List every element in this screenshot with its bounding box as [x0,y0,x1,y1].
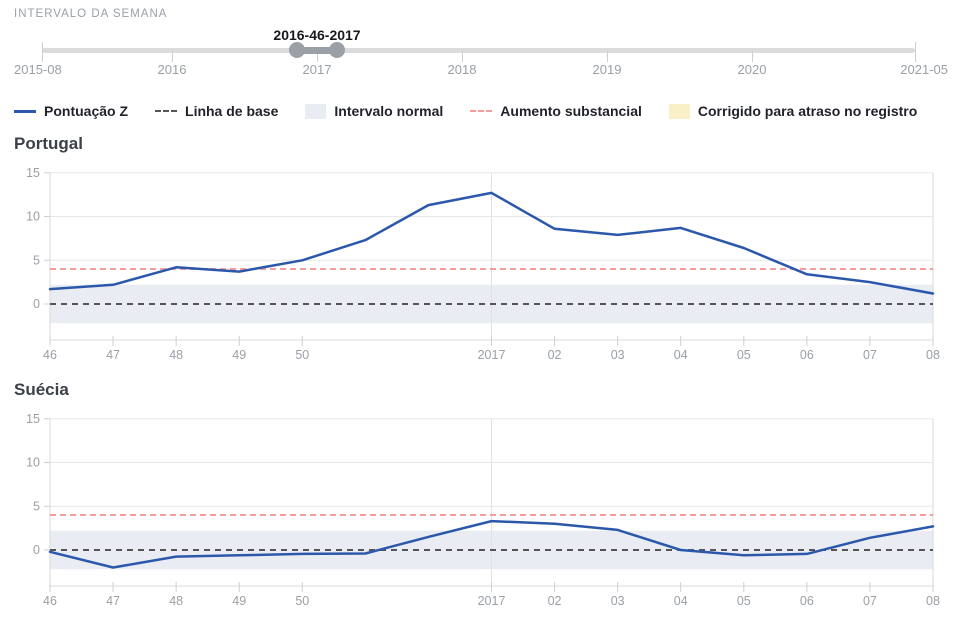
legend-label: Linha de base [185,103,279,119]
legend-label: Pontuação Z [44,103,129,119]
legend-item[interactable]: Linha de base [155,103,278,119]
z-score-line [48,191,935,295]
x-tick-label: 2017 [478,594,506,608]
slider-tick [42,42,43,62]
y-tick-label: 0 [33,297,40,311]
x-tick-label: 05 [737,348,751,362]
x-tick-label: 03 [611,348,625,362]
week-interval-title: INTERVALO DA SEMANA [14,8,168,20]
x-tick-label: 48 [169,594,183,608]
legend-item[interactable]: Corrigido para atraso no registro [668,103,918,119]
slider-axis-label: 2019 [592,62,622,77]
slider-axis-label: 2016 [157,62,187,77]
x-tick-label: 02 [548,594,562,608]
slider-axis-label: 2021-05 [900,62,948,77]
x-tick-label: 47 [106,594,120,608]
slider-track[interactable] [42,48,915,53]
legend-swatch-icon [668,103,690,119]
selected-range-label: 2016-46-2017 [273,27,361,43]
x-tick-label: 47 [106,348,120,362]
legend-solid-line-icon [14,109,36,113]
x-tick-label: 48 [169,348,183,362]
slider-tick [915,42,916,62]
x-tick-label: 46 [43,348,57,362]
x-tick-label: 08 [926,348,940,362]
chart-legend: Pontuação Z Linha de base Intervalo normal… [14,103,917,119]
y-tick-label: 15 [26,166,40,180]
slider-handle-end[interactable] [329,42,345,58]
x-tick-label: 49 [232,594,246,608]
slider-tick [462,51,463,62]
slider-axis-label: 2015-08 [14,62,62,77]
slider-tick [607,51,608,62]
x-tick-label: 02 [548,348,562,362]
x-tick-label: 50 [295,594,309,608]
x-tick-label: 07 [863,594,877,608]
slider-tick [172,51,173,62]
slider-axis-labels: 2015-08 2016 2017 2018 2019 2020 2021-05 [0,62,966,80]
y-tick-label: 5 [33,499,40,513]
legend-swatch-icon [305,103,327,119]
legend-item[interactable]: Aumento substancial [470,103,642,119]
x-tick-label: 07 [863,348,877,362]
y-tick-label: 0 [33,543,40,557]
legend-dashed-line-icon [155,110,178,112]
chart-title: Portugal [14,134,83,153]
x-tick-label: 06 [800,594,814,608]
y-tick-label: 15 [26,412,40,426]
x-tick-label: 08 [926,594,940,608]
slider-axis-label: 2018 [447,62,477,77]
x-tick-label: 49 [232,348,246,362]
legend-label: Aumento substancial [500,103,642,119]
chart-portugal: Portugal 15 10 5 0 46 47 48 49 50 2017 02 03 04 05 06 0… [0,134,966,374]
x-tick-label: 04 [674,348,688,362]
legend-label: Corrigido para atraso no registro [697,103,918,119]
x-tick-label: 50 [295,348,309,362]
x-tick-label: 2017 [478,348,506,362]
slider-tick [752,51,753,62]
chart-title: Suécia [14,380,69,399]
y-tick-label: 10 [26,210,40,224]
legend-label: Intervalo normal [334,103,444,119]
x-tick-label: 04 [674,594,688,608]
z-score-line [48,519,935,569]
y-tick-label: 10 [26,456,40,470]
chart-sweden: Suécia 15 10 5 0 46 47 48 49 50 2017 02 03 04 05 06 07 0… [0,380,966,620]
x-tick-label: 06 [800,348,814,362]
legend-item[interactable]: Pontuação Z [14,103,128,119]
legend-dashed-line-icon [470,110,493,112]
y-tick-label: 5 [33,253,40,267]
x-tick-label: 03 [611,594,625,608]
slider-axis-label: 2020 [737,62,767,77]
slider-handle-start[interactable] [289,42,305,58]
slider-selected-range[interactable] [297,47,337,54]
slider-tick [317,51,318,62]
x-tick-label: 46 [43,594,57,608]
slider-axis-label: 2017 [302,62,332,77]
x-tick-label: 05 [737,594,751,608]
legend-item[interactable]: Intervalo normal [305,103,443,119]
